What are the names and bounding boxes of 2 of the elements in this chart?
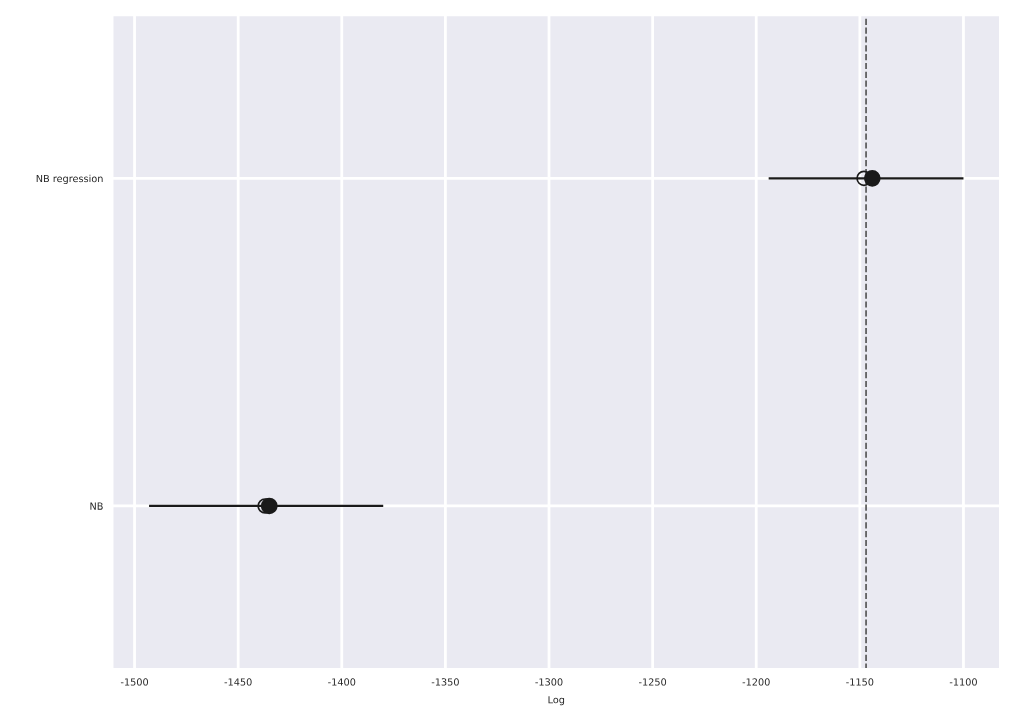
point bbox=[863, 170, 881, 187]
point bbox=[260, 497, 278, 515]
